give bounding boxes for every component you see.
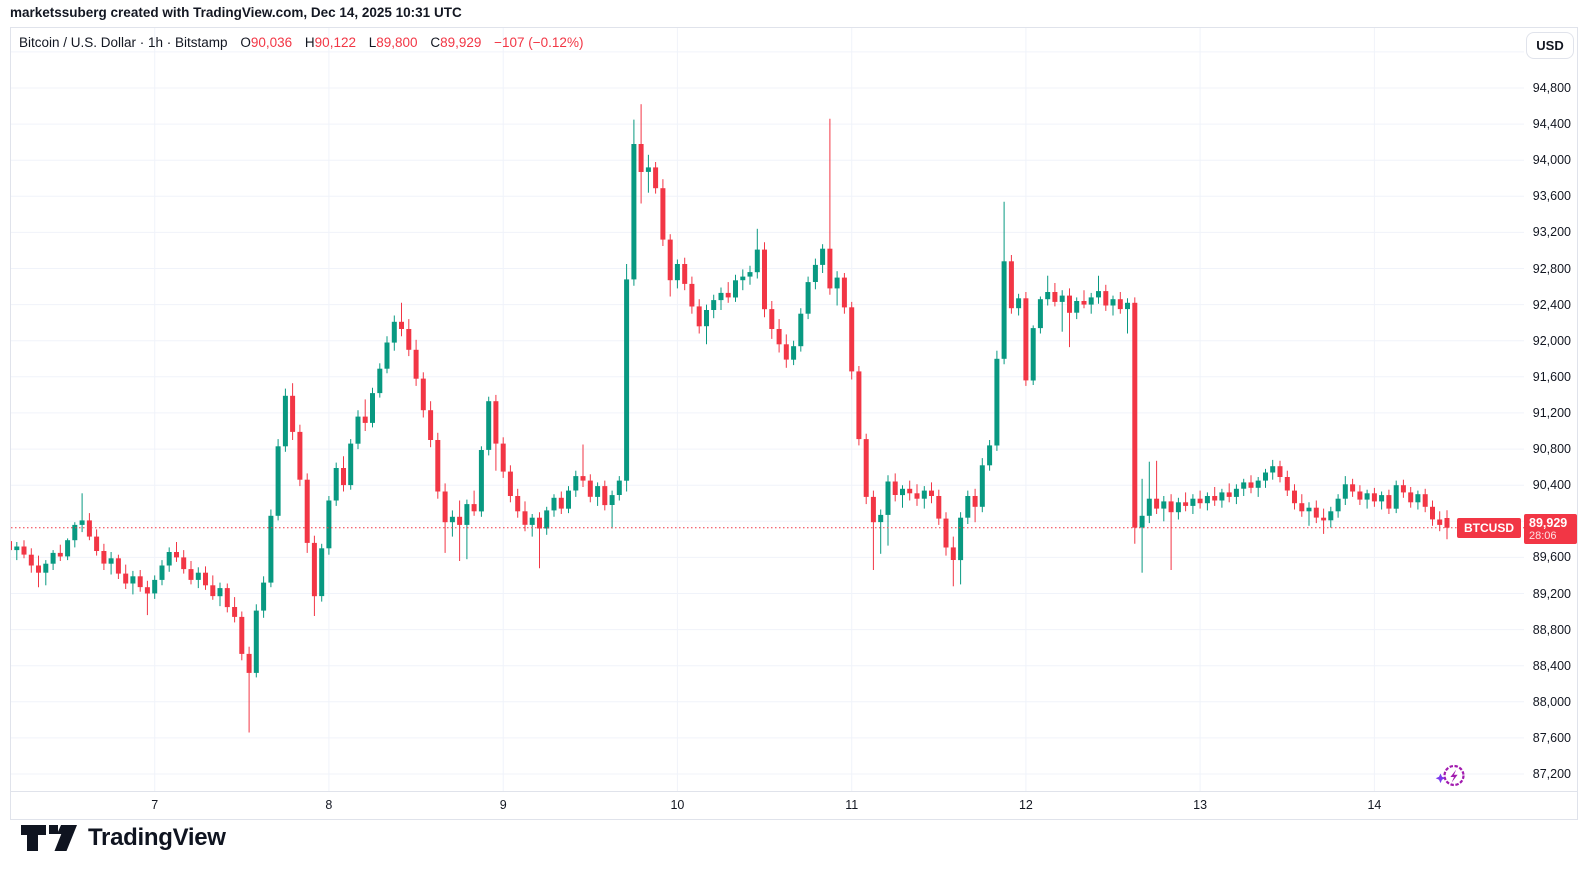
price-axis-label: 91,200 — [1532, 405, 1571, 420]
price-scale-axis[interactable]: USD 94,800 94,400 94,000 93,600 93,200 92,800… — [1524, 28, 1577, 791]
time-axis-label: 8 — [325, 798, 333, 812]
time-axis-label: 13 — [1193, 798, 1208, 812]
price-line-symbol-badge: BTCUSD — [1457, 517, 1521, 538]
time-axis-label: 9 — [499, 798, 507, 812]
currency-button[interactable]: USD — [1526, 32, 1574, 59]
candlestick-plot — [11, 28, 1524, 791]
open-value: 90,036 — [250, 35, 293, 50]
tradingview-wordmark: TradingView — [88, 824, 226, 851]
price-axis-label: 92,400 — [1532, 297, 1571, 312]
price-axis-label: 94,000 — [1532, 153, 1571, 168]
time-axis-label: 11 — [845, 798, 859, 812]
price-axis-label: 94,400 — [1532, 117, 1571, 132]
price-axis-label: 93,200 — [1532, 225, 1571, 240]
price-axis-label: 90,800 — [1532, 442, 1571, 457]
change-value: −107 (−0.12%) — [494, 35, 584, 50]
attribution-text: marketssuberg created with TradingView.c… — [10, 5, 462, 20]
price-axis-label: 89,200 — [1532, 586, 1571, 601]
price-axis-label: 89,600 — [1532, 550, 1571, 565]
high-label: H — [304, 35, 315, 50]
price-axis-label: 90,400 — [1532, 478, 1571, 493]
price-axis-label: 88,000 — [1532, 694, 1571, 709]
price-axis-label: 87,600 — [1532, 730, 1571, 745]
current-price-axis-box: 89,929 28:06 — [1524, 513, 1577, 544]
low-value: 89,800 — [376, 35, 418, 50]
current-price-value: 89,929 — [1529, 515, 1568, 530]
boost-lightning-icon[interactable] — [1433, 761, 1467, 791]
price-axis-label: 93,600 — [1532, 189, 1571, 204]
price-axis-label: 87,200 — [1532, 767, 1571, 781]
time-scale-axis[interactable]: 7 8 9 10 11 12 13 14 — [11, 791, 1577, 820]
symbol-title[interactable]: Bitcoin / U.S. Dollar · 1h · Bitstamp — [19, 35, 228, 50]
open-label: O — [240, 35, 251, 50]
price-axis-label: 91,600 — [1532, 369, 1571, 384]
close-value: 89,929 — [440, 35, 482, 50]
price-axis-label: 88,800 — [1532, 622, 1571, 637]
chart-legend: Bitcoin / U.S. Dollar · 1h · Bitstamp O9… — [19, 35, 583, 50]
time-axis-label: 10 — [670, 798, 685, 812]
high-value: 90,122 — [314, 35, 356, 50]
chart-widget: Bitcoin / U.S. Dollar · 1h · Bitstamp O9… — [10, 27, 1578, 820]
time-axis-label: 12 — [1018, 798, 1033, 812]
tradingview-footer-logo[interactable]: TradingView — [20, 822, 226, 854]
tradingview-logo-icon — [21, 825, 77, 851]
low-label: L — [368, 35, 377, 50]
price-axis-label: 94,800 — [1532, 81, 1571, 95]
price-axis-label: 92,000 — [1532, 333, 1571, 348]
price-axis-label: 92,800 — [1532, 261, 1571, 276]
close-label: C — [430, 35, 441, 50]
chart-pane[interactable]: Bitcoin / U.S. Dollar · 1h · Bitstamp O9… — [11, 28, 1524, 791]
price-axis-label: 88,400 — [1532, 658, 1571, 673]
time-axis-label: 14 — [1367, 798, 1382, 812]
bar-countdown: 28:06 — [1529, 529, 1557, 542]
time-axis-label: 7 — [151, 798, 159, 812]
